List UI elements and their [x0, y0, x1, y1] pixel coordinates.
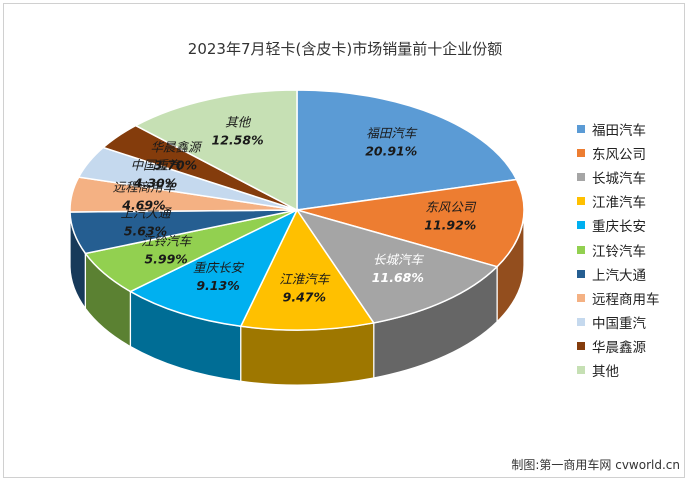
- slice-value-1: 11.92%: [424, 218, 476, 233]
- pie-slice-3: [239, 208, 376, 331]
- slice-name-10: 其他: [225, 115, 252, 130]
- legend-swatch-2: [577, 173, 585, 182]
- slice-name-1: 东风公司: [425, 200, 477, 215]
- legend-item-4: 重庆长安: [577, 213, 660, 237]
- legend-item-8: 中国重汽: [577, 310, 660, 334]
- legend-label-8: 中国重汽: [592, 315, 646, 332]
- legend-label-3: 江淮汽车: [592, 195, 646, 212]
- slice-value-4: 9.13%: [196, 278, 239, 293]
- slice-name-2: 长城汽车: [373, 252, 425, 267]
- slice-value-6: 5.63%: [124, 224, 167, 239]
- slice-name-7: 远程商用车: [113, 179, 177, 194]
- legend-swatch-8: [577, 317, 585, 326]
- legend-item-2: 长城汽车: [577, 165, 660, 189]
- slice-value-5: 5.99%: [144, 251, 187, 266]
- legend-swatch-5: [577, 245, 585, 254]
- legend-item-6: 上汽大通: [577, 262, 660, 286]
- pie-slice-2: [295, 208, 499, 324]
- legend-swatch-4: [577, 221, 585, 230]
- pie-slice-0: [296, 89, 518, 211]
- slice-name-9: 华晨鑫源: [150, 140, 203, 155]
- legend-item-9: 华晨鑫源: [577, 334, 660, 358]
- slice-value-7: 4.69%: [121, 197, 165, 212]
- legend-swatch-9: [577, 341, 585, 350]
- slice-name-5: 江铃汽车: [141, 233, 193, 248]
- legend-swatch-7: [577, 293, 585, 302]
- legend-swatch-6: [577, 269, 585, 278]
- legend-label-7: 远程商用车: [592, 291, 660, 308]
- slice-value-10: 12.58%: [212, 133, 264, 148]
- slice-value-9: 3.70%: [154, 158, 197, 173]
- legend-label-9: 华晨鑫源: [592, 339, 646, 356]
- chart-credit: 制图:第一商用车网 cvworld.cn: [511, 458, 680, 472]
- legend-label-2: 长城汽车: [592, 171, 646, 188]
- chart-legend: 福田汽车东风公司长城汽车江淮汽车重庆长安江铃汽车上汽大通远程商用车中国重汽华晨鑫…: [577, 117, 660, 382]
- legend-swatch-1: [577, 149, 585, 158]
- legend-item-10: 其他: [577, 358, 660, 382]
- pie-slice-10: [134, 89, 298, 212]
- legend-label-6: 上汽大通: [592, 267, 646, 284]
- pie-slice-1: [296, 178, 525, 268]
- slice-name-3: 江淮汽车: [279, 272, 331, 287]
- pie-side-group: [69, 209, 525, 386]
- slice-name-8: 中国重汽: [131, 157, 184, 172]
- pie-top-group: [69, 89, 525, 331]
- slice-value-8: 4.30%: [133, 175, 177, 190]
- legend-label-0: 福田汽车: [592, 123, 646, 140]
- legend-label-5: 江铃汽车: [592, 243, 646, 260]
- slice-value-2: 11.68%: [372, 270, 424, 285]
- legend-swatch-0: [577, 125, 585, 134]
- slice-name-0: 福田汽车: [366, 125, 418, 140]
- legend-item-7: 远程商用车: [577, 286, 660, 310]
- pie-labels: 福田汽车 20.91% 东风公司 11.92% 长城汽车 11.68% 江淮汽车 9.47% 重…: [113, 115, 477, 305]
- legend-item-1: 东风公司: [577, 141, 660, 165]
- chart-title: 2023年7月轻卡(含皮卡)市场销量前十企业份额: [187, 40, 503, 58]
- slice-value-3: 9.47%: [283, 290, 326, 305]
- legend-label-4: 重庆长安: [592, 219, 646, 236]
- slice-name-4: 重庆长安: [193, 260, 245, 275]
- legend-item-5: 江铃汽车: [577, 237, 660, 261]
- legend-item-0: 福田汽车: [577, 117, 660, 141]
- legend-swatch-10: [577, 365, 585, 374]
- legend-swatch-3: [577, 197, 585, 206]
- pie-side-3: [240, 322, 375, 386]
- legend-label-1: 东风公司: [592, 147, 646, 164]
- slice-name-6: 上汽大通: [121, 206, 173, 221]
- legend-item-3: 江淮汽车: [577, 189, 660, 213]
- legend-label-10: 其他: [592, 363, 619, 380]
- slice-value-0: 20.91%: [365, 143, 417, 158]
- pie-slice-4: [128, 208, 299, 328]
